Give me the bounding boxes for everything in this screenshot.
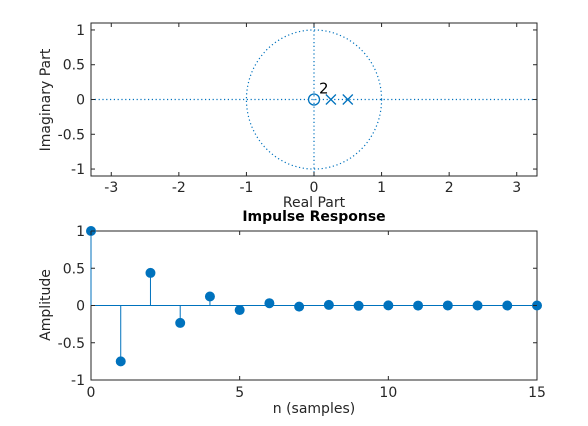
ir-stem-marker <box>353 300 364 311</box>
pz-x-axis-label: Real Part <box>283 195 346 211</box>
ir-stem-marker <box>442 300 453 311</box>
ir-stem-marker <box>383 300 394 311</box>
pz-y-axis-label: Imaginary Part <box>38 48 54 151</box>
impulse-response-plot: Impulse Response 0 5 10 15 1 0.5 0 -0.5 -1 n (sa… <box>38 209 546 417</box>
pz-x-tick-label: -2 <box>172 180 186 196</box>
pz-pole-marker <box>342 94 354 105</box>
pz-x-tick-label: 0 <box>310 180 319 196</box>
pz-x-tick-label: 2 <box>445 180 454 196</box>
ir-y-tick-label: 0 <box>76 299 85 315</box>
ir-stem-marker <box>502 300 513 311</box>
pz-zero-marker <box>307 93 321 106</box>
pz-x-tick-label: 1 <box>377 180 386 196</box>
pz-x-tick-label: -3 <box>104 180 118 196</box>
pz-x-tick-label: -1 <box>239 180 253 196</box>
ir-stem-marker <box>115 356 126 367</box>
pz-y-tick-label: 1 <box>76 23 85 39</box>
ir-y-axis-label: Amplitude <box>38 269 54 341</box>
ir-stem-marker <box>323 299 334 310</box>
ir-stem-marker <box>175 317 186 328</box>
ir-x-tick-label: 5 <box>235 385 244 401</box>
ir-x-tick-label: 15 <box>528 385 546 401</box>
ir-x-tick-label: 10 <box>379 385 397 401</box>
pz-y-tick-label: 0.5 <box>63 58 85 74</box>
pz-y-tick-label: -1 <box>71 162 85 178</box>
pz-x-tick-label: 3 <box>512 180 521 196</box>
pz-pole-stroke <box>342 94 354 105</box>
ir-stem-marker <box>234 305 245 316</box>
ir-stem-marker <box>472 300 483 311</box>
ir-title: Impulse Response <box>242 209 385 225</box>
pz-unit-circle <box>245 29 383 170</box>
pz-pole-stroke <box>325 94 337 105</box>
ir-x-axis-label: n (samples) <box>273 401 355 417</box>
pz-pole-marker <box>325 94 337 105</box>
ir-y-tick-label: 1 <box>76 224 85 240</box>
ir-y-tick-label: -1 <box>71 373 85 389</box>
ir-y-tick-label: -0.5 <box>58 336 85 352</box>
pz-y-tick-label: 0 <box>76 93 85 109</box>
pz-zero-multiplicity-label: 2 <box>319 80 329 98</box>
pole-zero-plot: -3 -2 -1 0 1 2 3 1 0.5 0 -0.5 -1 2 Real Part Imagin… <box>38 22 538 211</box>
ir-stem-marker <box>294 301 305 312</box>
ir-stem-marker <box>204 291 215 302</box>
ir-stem-marker <box>145 267 156 278</box>
pz-y-tick-label: -0.5 <box>58 127 85 143</box>
ir-stem-marker <box>413 300 424 311</box>
ir-x-tick-label: 0 <box>87 385 96 401</box>
ir-stem-marker <box>264 298 275 309</box>
ir-y-tick-label: 0.5 <box>63 261 85 277</box>
